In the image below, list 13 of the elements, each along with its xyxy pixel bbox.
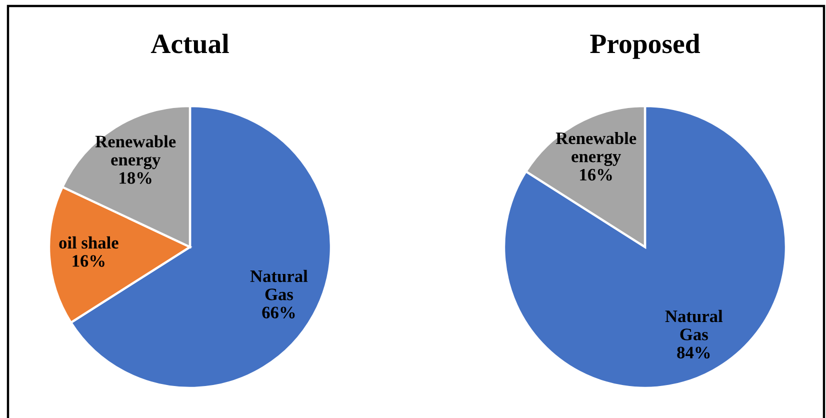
data-label: 16%	[72, 255, 104, 267]
slice-label: Renewable energy	[556, 132, 636, 166]
chart-title: Proposed	[590, 34, 700, 59]
data-label: 16%	[580, 168, 612, 181]
pie-slice	[502, 104, 788, 390]
chart-title: Actual	[150, 34, 229, 54]
data-label: 84%	[677, 346, 710, 359]
data-label: 66%	[262, 306, 295, 318]
slice-label: Natural Gas	[250, 270, 308, 300]
slice-label: Renewable energy	[95, 135, 176, 170]
slice-label: Natural Gas	[665, 310, 723, 340]
data-label: 18%	[120, 172, 152, 184]
slice-label: oil shale	[59, 236, 118, 249]
